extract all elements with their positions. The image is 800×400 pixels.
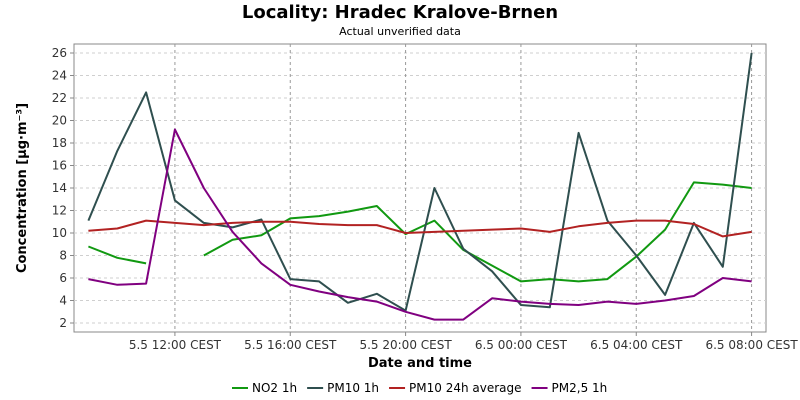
legend-label: PM10 1h — [327, 381, 379, 395]
series-pm2-5-1h-line — [88, 128, 752, 321]
plot-area — [73, 43, 767, 333]
y-tick-label: 26 — [52, 46, 67, 60]
legend-item: NO2 1h — [232, 381, 297, 395]
y-tick-label: 14 — [52, 181, 67, 195]
y-tick-label: 22 — [52, 91, 67, 105]
x-axis-label: Date and time — [368, 356, 472, 371]
x-tick-label: 5.5 16:00 CEST — [244, 338, 337, 352]
legend-label: PM2,5 1h — [552, 381, 608, 395]
x-tick-label: 6.5 00:00 CEST — [475, 338, 568, 352]
legend-label: NO2 1h — [252, 381, 297, 395]
legend-label: PM10 24h average — [409, 381, 522, 395]
legend-item: PM10 1h — [307, 381, 379, 395]
legend-item: PM2,5 1h — [531, 381, 608, 395]
y-tick-label: 4 — [59, 294, 67, 308]
y-tick-label: 18 — [52, 136, 67, 150]
series-no2-1h-line — [88, 181, 752, 283]
y-tick-label: 10 — [52, 226, 67, 240]
y-tick-label: 24 — [52, 69, 67, 83]
x-tick-label: 6.5 08:00 CEST — [705, 338, 798, 352]
chart-title: Locality: Hradec Kralove-Brnen — [242, 2, 558, 23]
y-tick-label: 16 — [52, 159, 67, 173]
legend-item: PM10 24h average — [389, 381, 522, 395]
x-tick-label: 5.5 12:00 CEST — [129, 338, 222, 352]
y-tick-label: 6 — [59, 271, 67, 285]
y-tick-label: 12 — [52, 204, 67, 218]
series-line-segment — [87, 52, 753, 312]
series-layer — [87, 52, 753, 321]
grid — [74, 44, 766, 332]
series-line-segment — [203, 181, 752, 283]
series-pm10-24h-average-line — [88, 219, 752, 238]
series-line-segment — [88, 219, 752, 238]
x-tick-label: 5.5 20:00 CEST — [359, 338, 452, 352]
series-pm10-1h-line — [87, 52, 753, 312]
y-tick-label: 20 — [52, 114, 67, 128]
series-line-segment — [88, 128, 752, 321]
legend: NO2 1h PM10 1h PM10 24h average PM2,5 1h — [232, 381, 607, 395]
y-axis-label: Concentration [µg·m⁻³] — [15, 103, 30, 273]
y-tick-label: 8 — [59, 249, 67, 263]
series-line-segment — [88, 245, 147, 265]
x-axis: 5.5 12:00 CEST 5.5 16:00 CEST 5.5 20:00 CE… — [129, 332, 798, 352]
x-tick-label: 6.5 04:00 CEST — [590, 338, 683, 352]
y-tick-label: 2 — [59, 316, 67, 330]
chart-subtitle: Actual unverified data — [339, 25, 461, 38]
